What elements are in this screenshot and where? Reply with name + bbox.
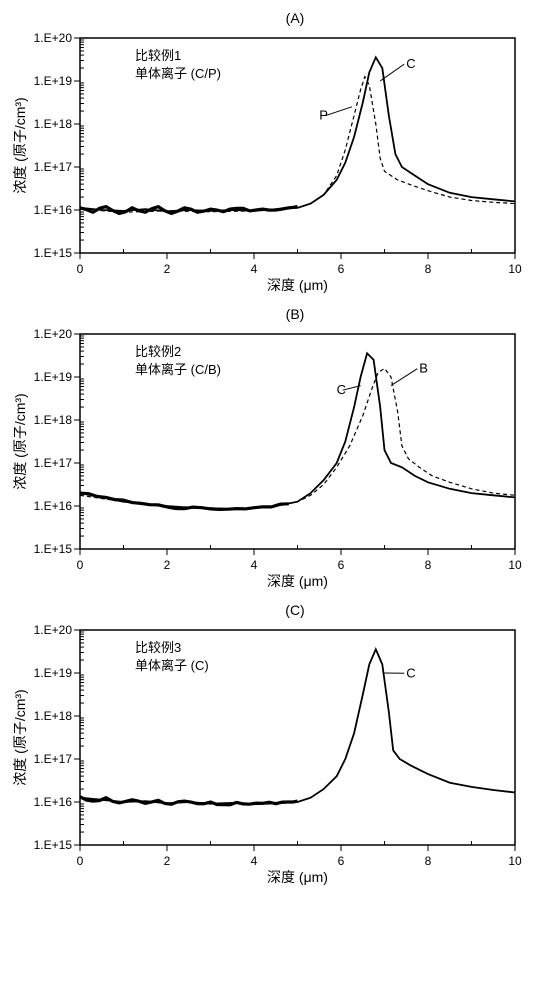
series-line: [80, 207, 298, 214]
svg-text:1.E+15: 1.E+15: [34, 246, 73, 260]
svg-text:1.E+16: 1.E+16: [34, 795, 73, 809]
svg-text:4: 4: [251, 854, 258, 868]
svg-text:10: 10: [508, 558, 522, 572]
chart-grid: (A) 0 2 4 6 8 10 1.E+15 1.E+16 1.E+17 1.E+18 1.E+19…: [10, 10, 540, 890]
callout-text: P: [319, 108, 328, 123]
svg-text:1.E+18: 1.E+18: [34, 709, 73, 723]
callout-text: C: [337, 382, 346, 397]
legend-line: 单体离子 (C): [135, 658, 209, 673]
callout-line: [391, 369, 417, 386]
svg-text:0: 0: [77, 262, 84, 276]
x-axis-title: 深度 (μm): [267, 869, 328, 885]
x-axis-title: 深度 (μm): [267, 277, 328, 293]
panel-label: (C): [10, 602, 540, 618]
svg-text:8: 8: [425, 262, 432, 276]
chart-area: 0 2 4 6 8 10 1.E+15 1.E+16 1.E+17 1.E+18 1.E+19 1.E…: [10, 324, 540, 594]
y-axis-title: 浓度 (原子/cm³): [12, 97, 28, 193]
legend-line: 比较例1: [135, 48, 181, 63]
svg-text:0: 0: [77, 558, 84, 572]
callout-line: [325, 107, 352, 116]
svg-text:4: 4: [251, 262, 258, 276]
svg-text:6: 6: [338, 854, 345, 868]
svg-text:10: 10: [508, 854, 522, 868]
y-axis-title: 浓度 (原子/cm³): [12, 393, 28, 489]
callout-text: C: [406, 56, 415, 71]
svg-text:1.E+19: 1.E+19: [34, 74, 73, 88]
svg-text:2: 2: [164, 262, 171, 276]
svg-text:1.E+16: 1.E+16: [34, 203, 73, 217]
series-line: [80, 797, 298, 805]
panel-label: (A): [10, 10, 540, 26]
svg-text:1.E+19: 1.E+19: [34, 666, 73, 680]
svg-text:2: 2: [164, 558, 171, 572]
svg-text:4: 4: [251, 558, 258, 572]
panel-label: (B): [10, 306, 540, 322]
svg-text:1.E+20: 1.E+20: [34, 31, 73, 45]
legend-line: 单体离子 (C/P): [135, 66, 221, 81]
svg-text:1.E+15: 1.E+15: [34, 542, 73, 556]
chart-area: 0 2 4 6 8 10 1.E+15 1.E+16 1.E+17 1.E+18 1.E+19 1.E…: [10, 28, 540, 298]
svg-text:1.E+15: 1.E+15: [34, 838, 73, 852]
svg-text:2: 2: [164, 854, 171, 868]
svg-text:10: 10: [508, 262, 522, 276]
svg-text:8: 8: [425, 854, 432, 868]
svg-text:1.E+17: 1.E+17: [34, 160, 73, 174]
chart-area: 0 2 4 6 8 10 1.E+15 1.E+16 1.E+17 1.E+18 1.E+19 1.E…: [10, 620, 540, 890]
svg-text:1.E+16: 1.E+16: [34, 499, 73, 513]
callout-text: C: [406, 665, 415, 680]
svg-text:6: 6: [338, 558, 345, 572]
svg-text:0: 0: [77, 854, 84, 868]
svg-text:1.E+17: 1.E+17: [34, 752, 73, 766]
svg-text:1.E+19: 1.E+19: [34, 370, 73, 384]
chart-panel: (C) 0 2 4 6 8 10 1.E+15 1.E+16 1.E+17 1.E+18 1.E+19…: [10, 602, 540, 890]
callout-text: B: [419, 361, 428, 376]
svg-text:1.E+18: 1.E+18: [34, 117, 73, 131]
legend-line: 比较例2: [135, 344, 181, 359]
svg-text:8: 8: [425, 558, 432, 572]
y-axis-title: 浓度 (原子/cm³): [12, 689, 28, 785]
svg-text:1.E+20: 1.E+20: [34, 327, 73, 341]
legend-line: 单体离子 (C/B): [135, 362, 221, 377]
chart-panel: (A) 0 2 4 6 8 10 1.E+15 1.E+16 1.E+17 1.E+18 1.E+19…: [10, 10, 540, 298]
svg-text:1.E+18: 1.E+18: [34, 413, 73, 427]
svg-text:1.E+17: 1.E+17: [34, 456, 73, 470]
chart-panel: (B) 0 2 4 6 8 10 1.E+15 1.E+16 1.E+17 1.E+18 1.E+19…: [10, 306, 540, 594]
legend-line: 比较例3: [135, 640, 181, 655]
x-axis-title: 深度 (μm): [267, 573, 328, 589]
svg-text:1.E+20: 1.E+20: [34, 623, 73, 637]
svg-text:6: 6: [338, 262, 345, 276]
